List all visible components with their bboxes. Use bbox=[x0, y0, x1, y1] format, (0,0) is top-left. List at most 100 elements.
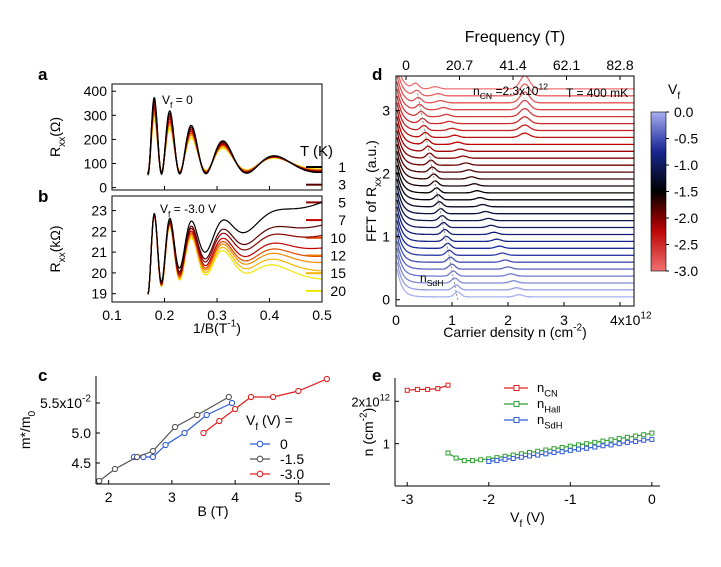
panel-c-point-0-3 bbox=[162, 441, 169, 449]
panel-e-xtick-label--3: -3 bbox=[401, 491, 414, 507]
panel-e-point-Hall-19 bbox=[600, 438, 606, 444]
panel-e-legend-marker-SdH bbox=[513, 417, 520, 423]
panel-e-point-Hall-18 bbox=[592, 439, 598, 445]
panel-d-frame bbox=[395, 75, 635, 307]
colorbar-tick-label-0: 0.0 bbox=[674, 104, 694, 120]
panel-d-top-tick-label-2: 41.4 bbox=[499, 57, 526, 73]
panel-label-d: d bbox=[372, 65, 382, 84]
panel-e-point-SdH-16 bbox=[616, 441, 622, 447]
panel-a-ytick-label-100: 100 bbox=[84, 156, 108, 172]
colorbar-title: Vf bbox=[668, 81, 680, 102]
panel-e-point-Hall-0 bbox=[445, 450, 451, 456]
colorbar-tick-label-2: -1.0 bbox=[674, 157, 698, 173]
panel-e-point-SdH-17 bbox=[624, 439, 630, 445]
panel-b-ytick-label-19: 19 bbox=[91, 286, 107, 302]
panel-e-point-Hall-3 bbox=[469, 458, 475, 464]
panel-e-point-SdH-6 bbox=[535, 452, 541, 458]
panel-e-legend-label-SdH: nSdH bbox=[537, 412, 562, 431]
panel-a-series-line-1 bbox=[147, 96, 322, 177]
panel-d-ytick-label-1: 1 bbox=[382, 229, 390, 245]
panel-e-point-Hall-20 bbox=[608, 437, 614, 443]
panel-d-annotation-temp: T = 400 mK bbox=[566, 86, 628, 100]
panel-e-point-SdH-8 bbox=[551, 450, 557, 456]
panel-c-legend-marker-0 bbox=[256, 440, 264, 448]
panel-c-legend-label-0: 0 bbox=[280, 436, 288, 452]
panel-a-ytick-label-0: 0 bbox=[99, 180, 107, 196]
panel-c-legend-label--3.0: -3.0 bbox=[280, 466, 304, 482]
panel-e-point-SdH-2 bbox=[502, 456, 508, 462]
panel-b-xtick-label-0.2: 0.2 bbox=[155, 307, 175, 323]
legend-label-20: 20 bbox=[330, 283, 346, 299]
panel-d-trace-9 bbox=[396, 206, 634, 236]
panel-e-point-SdH-11 bbox=[575, 446, 581, 452]
panel-c-point--3.0-2 bbox=[231, 405, 239, 413]
panel-d-xtick-label-3: 3 bbox=[560, 312, 568, 328]
legend-label-7: 7 bbox=[338, 212, 346, 228]
panel-d-xlabel: Carrier density n (cm-2) bbox=[443, 323, 587, 340]
panel-d-xtick-label-2: 2 bbox=[504, 312, 512, 328]
panel-d-trace-16 bbox=[396, 158, 634, 187]
panel-c-legend-marker--3.0 bbox=[256, 470, 264, 478]
panel-c-ytick-label-4.5: 4.5 bbox=[72, 455, 92, 471]
colorbar-tick-label-5: -2.5 bbox=[674, 237, 698, 253]
panel-e-point-CN-3 bbox=[435, 386, 441, 392]
panel-e-ytick-label-1: 1 bbox=[383, 437, 390, 452]
panel-a-chart: 0 100 200 300 400 Rxx(Ω) Vf = 0 T (K) 1 35 7 10 1215… bbox=[47, 83, 346, 299]
panel-d-trace-12 bbox=[396, 185, 634, 215]
panel-d-trace-7 bbox=[396, 220, 634, 249]
panel-c-series-line--1.5 bbox=[98, 396, 230, 482]
colorbar bbox=[650, 111, 667, 272]
panel-b-xlabel: 1/B(T-1) bbox=[193, 319, 241, 336]
panel-b-xtick-label-0.3: 0.3 bbox=[207, 307, 227, 323]
panel-d-trace-11 bbox=[396, 192, 634, 222]
panel-d-trace-18 bbox=[396, 144, 634, 173]
panel-a-ytick-label-400: 400 bbox=[84, 83, 108, 99]
panel-e-xtick-label--2: -2 bbox=[483, 491, 496, 507]
panel-a-annotation: Vf = 0 bbox=[162, 93, 193, 110]
panel-e-point-Hall-25 bbox=[649, 430, 655, 436]
panel-e-point-Hall-24 bbox=[641, 432, 647, 438]
panel-e-point-Hall-1 bbox=[453, 455, 459, 461]
panel-label-e: e bbox=[372, 366, 381, 385]
panel-a-ylabel: Rxx(Ω) bbox=[47, 117, 68, 157]
panel-e-point-Hall-21 bbox=[616, 436, 622, 442]
panel-e-point-Hall-15 bbox=[567, 443, 573, 449]
panel-c-series-line-0 bbox=[133, 402, 233, 458]
panel-c-xtick-label-5: 5 bbox=[294, 489, 302, 505]
legend-title-temperature: T (K) bbox=[300, 143, 333, 160]
panel-b-xtick-label-0.5: 0.5 bbox=[312, 307, 332, 323]
panel-d-trace-1 bbox=[396, 262, 634, 291]
panel-c-point--3.0-1 bbox=[216, 417, 223, 425]
panel-c-ytick-label-5: 5.0 bbox=[72, 425, 92, 441]
panel-e-xtick-label-0: 0 bbox=[648, 491, 656, 507]
panel-d-annotation-ncn: nCN =2.3x1012 bbox=[473, 82, 548, 102]
panel-b-xtick-label-0.4: 0.4 bbox=[260, 307, 280, 323]
panel-c-point-0-2 bbox=[149, 453, 157, 461]
panel-d-ylabel: FFT of Rxx (a.u.) bbox=[363, 140, 384, 242]
panel-e-point-Hall-2 bbox=[461, 458, 467, 464]
panel-d-trace-0 bbox=[396, 268, 634, 298]
panel-e-point-Hall-23 bbox=[633, 433, 639, 439]
panel-d-xtick-label-0: 0 bbox=[392, 312, 400, 328]
panel-e-ytick-label-2: 2x1012 bbox=[351, 391, 390, 409]
colorbar-tick-label-3: -1.5 bbox=[674, 184, 698, 200]
panel-d-xtick-label-1: 1 bbox=[448, 312, 456, 328]
legend-label-1: 1 bbox=[338, 159, 346, 175]
panel-c-point--3.0-6 bbox=[323, 375, 330, 383]
panel-d-trace-group bbox=[396, 76, 634, 298]
panel-d-trace-6 bbox=[396, 227, 634, 256]
panel-c-ytick-label-5.5: 5.5x10-2 bbox=[40, 394, 91, 411]
panel-d-ytick-label-0: 0 bbox=[382, 292, 390, 308]
panel-c-chart: 4.5 5.0 5.5x10-2 2 3 4 5 m*/m0 B (T) Vf (V) = 0-1.… bbox=[17, 375, 330, 519]
panel-e-point-Hall-16 bbox=[575, 442, 581, 448]
panel-e-point-Hall-22 bbox=[624, 434, 630, 440]
panel-d-ytick-label-3: 3 bbox=[382, 103, 390, 119]
panel-e-point-CN-4 bbox=[445, 382, 451, 388]
panel-d-annotation-nsdh: nSdH bbox=[420, 271, 443, 288]
panel-d-top-xlabel: Frequency (T) bbox=[465, 29, 565, 46]
panel-d-ytick-label-2: 2 bbox=[382, 166, 390, 182]
panel-c-point-0-6 bbox=[228, 399, 236, 407]
panel-e-point-SdH-0 bbox=[486, 458, 492, 464]
panel-d-trace-13 bbox=[396, 178, 634, 208]
